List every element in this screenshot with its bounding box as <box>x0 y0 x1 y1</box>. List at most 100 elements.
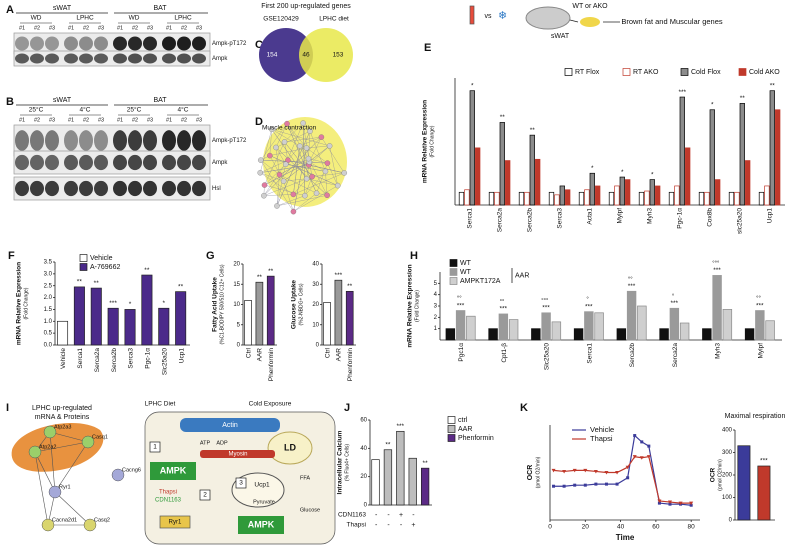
group-label: sWAT <box>53 97 72 104</box>
lane-label: #2 <box>132 117 138 123</box>
network-node <box>313 190 320 196</box>
bar <box>702 328 712 341</box>
point <box>633 434 637 438</box>
y-axis-sublabel: (% Fluo4+ Cells) <box>344 444 350 481</box>
bar <box>141 274 153 346</box>
x-tick-label: Serca2b <box>629 343 636 368</box>
network-edge <box>34 441 89 453</box>
myosin <box>200 450 275 458</box>
network-edge <box>279 174 317 194</box>
bar <box>345 290 354 346</box>
diagram-label: 1 <box>153 444 157 451</box>
x-tick-label: 0 <box>548 524 552 531</box>
significance-mark: * <box>621 169 624 176</box>
bar <box>608 191 615 206</box>
network-node <box>276 171 283 178</box>
protein-node <box>83 518 97 532</box>
point <box>689 503 693 507</box>
condition-label: LPHC <box>174 15 192 22</box>
blot-band <box>113 154 127 171</box>
network-node <box>341 170 347 176</box>
bar <box>458 191 465 206</box>
protein-label: Cacna2d1 <box>52 517 77 523</box>
point <box>689 501 694 506</box>
y-axis-sublabel: (%C1-BODIPY 500/510 C12+ Cells) <box>219 264 225 344</box>
treatment-sign: - <box>375 522 378 529</box>
point <box>632 455 637 459</box>
bar <box>499 122 505 206</box>
y-tick-label: 1.0 <box>44 319 53 325</box>
legend-label: WT <box>460 269 472 276</box>
y-axis-label: Fatty Acid Uptake <box>212 277 219 332</box>
bar <box>559 185 565 206</box>
network-node <box>297 143 303 149</box>
x-tick-label: Ucp1 <box>767 208 774 224</box>
significance-mark: *** <box>756 302 764 309</box>
point <box>615 471 620 475</box>
significance-mark: *** <box>500 306 508 313</box>
network-node <box>281 139 288 145</box>
condition-label: 4°C <box>80 106 91 114</box>
lane-label: #1 <box>19 117 25 123</box>
legend-swatch <box>447 425 456 433</box>
protein-node <box>43 425 57 439</box>
protein-label: Cacng6 <box>122 467 141 473</box>
network-node <box>324 192 330 198</box>
network-node <box>273 144 279 151</box>
legend-label: Phenformin <box>458 435 494 442</box>
y-axis-sublabel: (%2-NBDG+ Cells) <box>298 283 304 325</box>
y-tick-label: 15 <box>233 282 240 288</box>
x-tick-label: Myh3 <box>715 343 722 359</box>
x-tick-label: Serca1 <box>467 208 474 229</box>
treatment-sign: - <box>387 522 390 529</box>
legend-swatch <box>449 259 458 267</box>
network-node <box>282 161 289 167</box>
network-edge <box>275 123 288 148</box>
y-tick-label: 5 <box>434 281 438 287</box>
network-edge <box>275 147 280 175</box>
x-tick-label: AAR <box>336 348 343 362</box>
network-edge <box>283 181 294 212</box>
significance-mark: * <box>711 101 714 108</box>
blot-band <box>113 180 127 197</box>
network-node <box>318 134 325 140</box>
bar <box>638 191 645 206</box>
condition-label: 25°C <box>29 106 44 114</box>
significance-mark: ** <box>268 268 274 275</box>
point <box>615 482 619 486</box>
significance-mark: *** <box>542 305 550 312</box>
network-edge <box>263 194 294 196</box>
condition-label: 4°C <box>178 106 189 114</box>
diagram-label: 2 <box>203 492 207 499</box>
significance-mark: *** <box>713 267 721 274</box>
point <box>551 468 556 473</box>
x-tick-label: Pgc-1α <box>677 208 684 229</box>
y-tick-label: 20 <box>360 474 367 480</box>
x-tick-label: Serca2a <box>672 343 679 368</box>
x-tick-label: Acta1 <box>587 208 594 225</box>
network-edge <box>49 431 56 493</box>
condition-label: 25°C <box>127 106 142 114</box>
network-edge <box>293 193 317 212</box>
group-label: sWAT <box>53 5 72 12</box>
comparison-mark: °° <box>628 277 633 283</box>
point <box>668 500 672 505</box>
diagram-label: AMPK <box>160 465 187 475</box>
y-tick-label: 0 <box>729 518 733 524</box>
bar <box>734 191 740 206</box>
significance-mark: *** <box>109 300 117 307</box>
point <box>562 484 566 488</box>
network-edge <box>276 164 286 206</box>
legend-label: Thapsi <box>590 434 613 443</box>
bar <box>505 160 511 206</box>
y-axis-label: OCR <box>527 465 534 481</box>
blot-band <box>64 130 78 151</box>
network-node <box>303 145 310 151</box>
bar <box>408 457 417 506</box>
lane-label: #3 <box>147 117 153 123</box>
network-edge <box>263 136 322 196</box>
ampk-box <box>238 516 284 534</box>
significance-mark: *** <box>396 423 404 430</box>
significance-mark: *** <box>457 302 465 309</box>
band-label: Ampk <box>212 160 228 166</box>
